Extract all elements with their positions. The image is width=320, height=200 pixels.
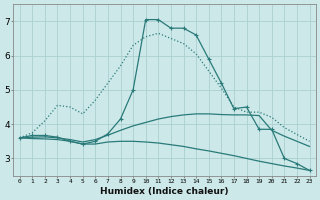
X-axis label: Humidex (Indice chaleur): Humidex (Indice chaleur) [100,187,229,196]
